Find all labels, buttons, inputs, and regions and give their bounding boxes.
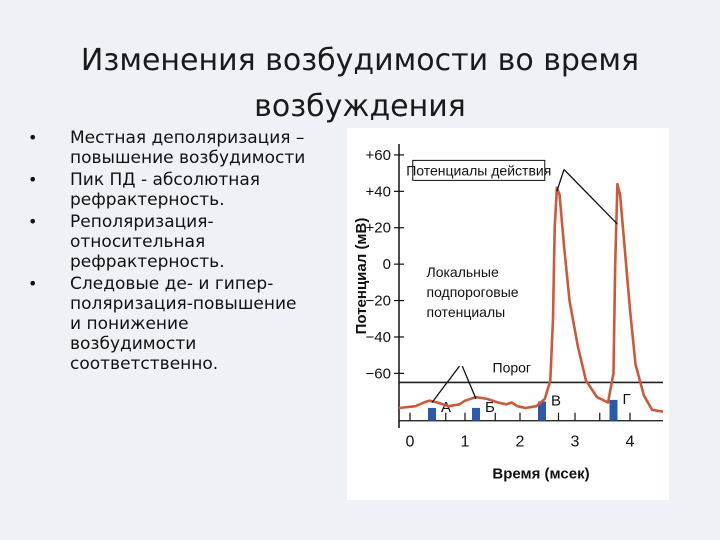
- action-potential-figure: +60 +40 +20 0 −20 −40 −60 Потенциал (мВ) Порог А Б…: [347, 128, 669, 500]
- y-tick-label: −40: [366, 329, 391, 346]
- y-axis-label: Потенциал (мВ): [353, 218, 370, 335]
- local-potentials-text: Локальные: [427, 264, 499, 280]
- bullet-text-line: повышение возбудимости: [70, 148, 306, 168]
- local-potentials-text: потенциалы: [427, 304, 506, 320]
- local-potentials-text: подпороговые: [427, 284, 519, 300]
- bullet-text-line: и понижение: [70, 314, 189, 334]
- stimulus-bar: [609, 399, 618, 421]
- x-tick-label: 2: [516, 434, 525, 451]
- y-tick-label: 0: [383, 256, 391, 273]
- bullet-item: • Местная деполяризация – повышение возбуд…: [28, 128, 358, 168]
- slide-title-line1: Изменения возбудимости во время: [80, 43, 640, 79]
- y-tick-label: +20: [366, 220, 391, 237]
- bullet-list: • Местная деполяризация – повышение возбуд…: [28, 128, 358, 376]
- ap-pointer-line: [556, 169, 565, 192]
- x-tick-label: 4: [626, 434, 635, 451]
- x-axis-label: Время (мсек): [492, 466, 589, 483]
- slide-title: Изменения возбудимости во время возбужде…: [20, 38, 700, 130]
- potential-curve: [398, 182, 664, 413]
- x-tick-label: 1: [461, 434, 470, 451]
- action-potential-chart: +60 +40 +20 0 −20 −40 −60 Потенциал (мВ) Порог А Б…: [353, 144, 664, 483]
- y-tick-label: −60: [366, 365, 391, 382]
- y-tick-label: −20: [366, 293, 391, 310]
- ap-annotation-text: Потенциалы действия: [406, 162, 551, 178]
- bullet-text-line: поляризация-повышение: [70, 294, 297, 314]
- bullet-dot: •: [28, 128, 38, 147]
- bullet-item: • Пик ПД - абсолютная рефрактерность.: [28, 170, 358, 210]
- bullet-text-line: рефрактерность.: [70, 190, 225, 210]
- bullet-text-line: Реполяризация-: [70, 212, 214, 232]
- bullet-text-line: рефрактерность.: [70, 252, 225, 272]
- threshold-label: Порог: [493, 359, 532, 375]
- bullet-text-line: относительная: [70, 232, 206, 252]
- stimulus-label: А: [441, 399, 451, 416]
- bullet-dot: •: [28, 274, 38, 293]
- x-tick-label: 3: [571, 434, 580, 451]
- bullet-text-line: Местная деполяризация –: [70, 128, 305, 148]
- bullet-item: • Следовые де- и гипер-поляризация-повыше…: [28, 274, 358, 374]
- bullet-text-line: Следовые де- и гипер-: [70, 274, 274, 294]
- bullet-dot: •: [28, 212, 38, 231]
- stimulus-label: Г: [623, 391, 631, 408]
- x-tick-label: 0: [406, 434, 415, 451]
- bullet-dot: •: [28, 170, 38, 189]
- bullet-text-line: возбудимости: [70, 334, 197, 354]
- stimulus-bar: [428, 407, 436, 421]
- ap-label-box: [412, 159, 546, 181]
- bullet-text-line: соответственно.: [70, 354, 219, 374]
- stimulus-bar: [538, 401, 546, 421]
- bullet-text-line: Пик ПД - абсолютная: [70, 170, 260, 190]
- y-tick-label: +40: [366, 183, 391, 200]
- stimulus-label: В: [551, 393, 561, 410]
- ap-pointer-line: [563, 169, 618, 225]
- local-pointer-line: [431, 365, 461, 403]
- stimulus-bar: [472, 407, 480, 421]
- local-pointer-line: [461, 365, 477, 400]
- bullet-item: • Реполяризация-относительная рефрактернос…: [28, 212, 358, 272]
- stimulus-label: Б: [485, 399, 495, 416]
- slide-title-line2: возбуждения: [254, 89, 466, 125]
- y-tick-label: +60: [366, 147, 391, 164]
